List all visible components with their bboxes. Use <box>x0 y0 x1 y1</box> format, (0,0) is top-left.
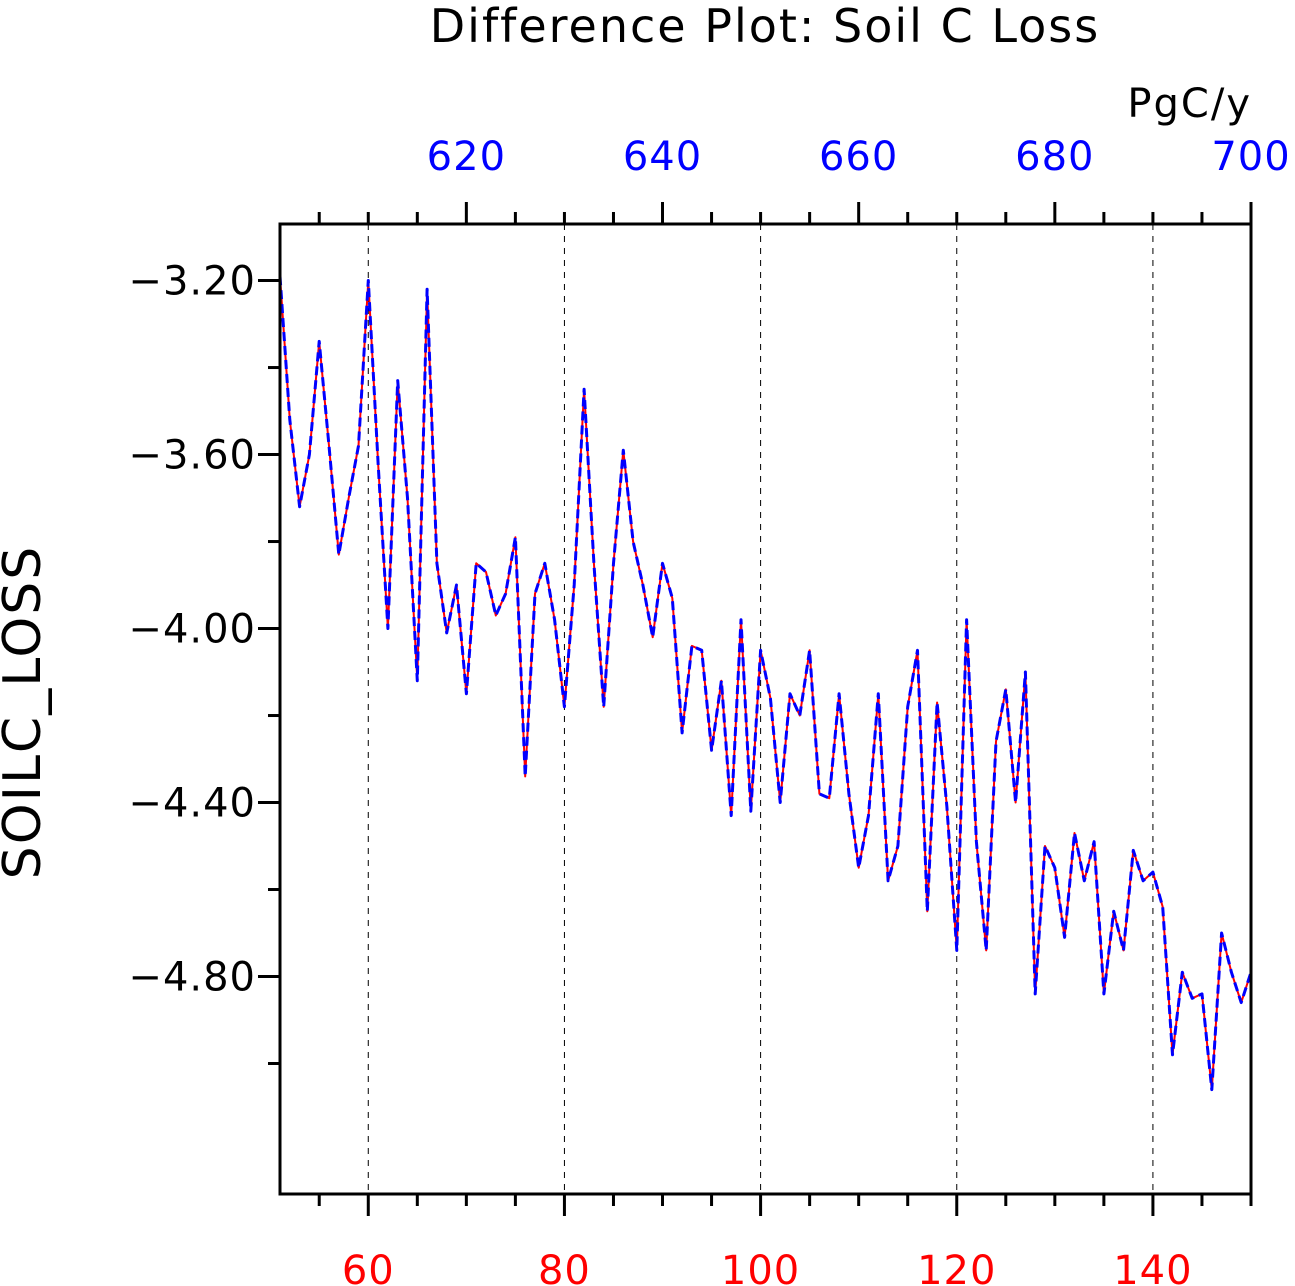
y-tick-label: −3.60 <box>128 433 256 479</box>
y-axis-label: SOILC_LOSS <box>0 545 53 880</box>
top-x-tick-label: 700 <box>1211 134 1290 180</box>
series-layer <box>278 276 1253 1092</box>
tick-labels: 60 80 100 120 140 620 640 660 680 700 −3.20 −3.60 −4… <box>128 134 1290 1286</box>
x-tick-label: 140 <box>1113 1248 1192 1286</box>
x-tick-label: 100 <box>721 1248 800 1286</box>
y-tick-label: −4.40 <box>128 781 256 827</box>
axis-ticks <box>258 202 1253 1216</box>
top-x-tick-label: 680 <box>1015 134 1094 180</box>
plot-frame <box>278 222 1253 1196</box>
top-x-tick-label: 660 <box>819 134 898 180</box>
series-line-1 <box>279 276 1252 1091</box>
units-label: PgC/y <box>1127 81 1252 127</box>
top-x-tick-label: 620 <box>427 134 506 180</box>
x-tick-label: 80 <box>538 1248 591 1286</box>
top-x-tick-label: 640 <box>623 134 702 180</box>
x-tick-label: 60 <box>342 1248 395 1286</box>
series-line-2 <box>278 276 1253 1092</box>
y-tick-label: −4.80 <box>128 955 256 1001</box>
grid <box>367 224 1154 1194</box>
chart-title: Difference Plot: Soil C Loss <box>430 0 1100 53</box>
y-tick-label: −4.00 <box>128 607 256 653</box>
x-tick-label: 120 <box>917 1248 996 1286</box>
y-tick-label: −3.20 <box>128 259 256 305</box>
